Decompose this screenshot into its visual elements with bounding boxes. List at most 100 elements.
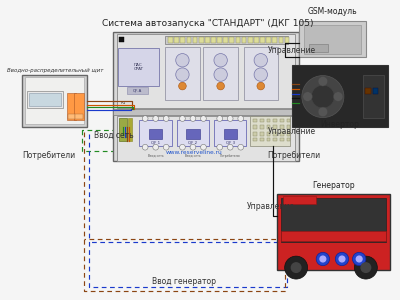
- Bar: [68, 114, 76, 118]
- Bar: [272, 37, 277, 43]
- Bar: [128, 118, 132, 142]
- Bar: [180, 37, 185, 43]
- Bar: [286, 125, 290, 129]
- Bar: [280, 138, 284, 142]
- Bar: [244, 47, 278, 100]
- Bar: [165, 47, 200, 100]
- Circle shape: [254, 68, 268, 81]
- Circle shape: [217, 116, 222, 122]
- Bar: [223, 37, 228, 43]
- Bar: [280, 125, 284, 129]
- Bar: [25, 77, 84, 124]
- Circle shape: [257, 82, 264, 90]
- Text: Потребители: Потребители: [268, 151, 320, 160]
- Text: Потребители: Потребители: [220, 154, 240, 158]
- Bar: [292, 65, 388, 127]
- Bar: [372, 88, 378, 94]
- Bar: [193, 37, 198, 43]
- Bar: [186, 129, 200, 139]
- Circle shape: [153, 144, 158, 150]
- Bar: [149, 129, 162, 139]
- Bar: [127, 87, 148, 94]
- Circle shape: [254, 54, 268, 67]
- Bar: [186, 37, 191, 43]
- Circle shape: [176, 68, 189, 81]
- Text: QF 2: QF 2: [188, 140, 198, 144]
- Circle shape: [354, 256, 377, 279]
- Bar: [283, 196, 316, 204]
- Bar: [119, 118, 127, 142]
- Bar: [286, 132, 290, 136]
- Bar: [168, 37, 173, 43]
- Bar: [273, 138, 277, 142]
- Bar: [266, 132, 270, 136]
- Text: GSM-модуль: GSM-модуль: [308, 7, 357, 16]
- Bar: [266, 125, 270, 129]
- Bar: [299, 21, 366, 57]
- Text: Ввод сеть: Ввод сеть: [148, 154, 164, 158]
- Bar: [224, 129, 237, 139]
- Circle shape: [217, 144, 222, 150]
- Circle shape: [333, 92, 343, 101]
- Bar: [266, 138, 270, 142]
- Text: Управление: Управление: [246, 202, 294, 211]
- Text: www.reserveline.ru: www.reserveline.ru: [166, 150, 222, 155]
- Circle shape: [318, 76, 328, 86]
- Bar: [273, 132, 277, 136]
- Bar: [250, 116, 290, 146]
- Bar: [281, 231, 386, 241]
- Circle shape: [142, 116, 148, 122]
- Circle shape: [200, 116, 206, 122]
- Circle shape: [190, 144, 196, 150]
- Circle shape: [214, 54, 227, 67]
- Bar: [254, 37, 259, 43]
- Bar: [260, 125, 264, 129]
- Circle shape: [312, 85, 334, 108]
- Circle shape: [303, 92, 312, 101]
- Bar: [253, 125, 257, 129]
- Bar: [211, 37, 216, 43]
- Circle shape: [180, 116, 185, 122]
- Circle shape: [285, 256, 308, 279]
- Bar: [177, 119, 209, 146]
- Bar: [204, 47, 238, 100]
- Circle shape: [356, 256, 362, 262]
- Bar: [27, 91, 63, 108]
- Circle shape: [320, 256, 326, 262]
- Circle shape: [291, 263, 301, 272]
- Text: Управление: Управление: [268, 128, 316, 136]
- Bar: [205, 37, 210, 43]
- Bar: [280, 118, 284, 122]
- Bar: [67, 93, 76, 119]
- Text: Потребители: Потребители: [22, 151, 75, 160]
- Circle shape: [142, 144, 148, 150]
- Bar: [260, 118, 264, 122]
- Bar: [365, 88, 371, 94]
- Bar: [113, 109, 299, 115]
- Bar: [217, 37, 222, 43]
- Circle shape: [352, 252, 366, 266]
- Circle shape: [227, 116, 233, 122]
- Circle shape: [214, 68, 227, 81]
- Text: R1: R1: [120, 101, 126, 105]
- Circle shape: [238, 144, 244, 150]
- Bar: [308, 44, 328, 52]
- Bar: [118, 48, 158, 86]
- Circle shape: [339, 256, 345, 262]
- Text: QF 1: QF 1: [151, 140, 160, 144]
- Bar: [277, 194, 390, 271]
- Text: Генератор: Генератор: [312, 181, 355, 190]
- Circle shape: [163, 144, 169, 150]
- Circle shape: [179, 82, 186, 90]
- Text: Ввод сеть: Ввод сеть: [185, 154, 201, 158]
- Bar: [230, 37, 234, 43]
- Circle shape: [153, 116, 158, 122]
- Circle shape: [316, 252, 330, 266]
- Circle shape: [190, 116, 196, 122]
- Bar: [119, 37, 124, 42]
- Circle shape: [361, 263, 371, 272]
- Bar: [260, 37, 265, 43]
- Bar: [266, 37, 271, 43]
- Bar: [165, 36, 288, 44]
- Circle shape: [238, 116, 244, 122]
